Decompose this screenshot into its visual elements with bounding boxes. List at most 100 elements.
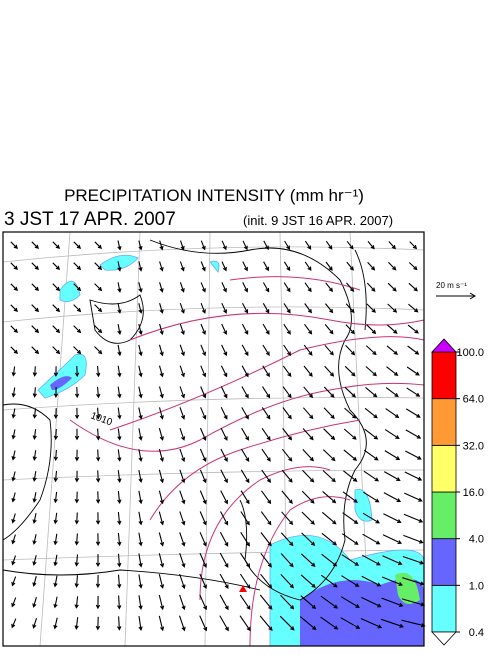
wind-arrow	[300, 574, 316, 588]
wind-arrow	[96, 407, 101, 420]
wind-arrow	[200, 240, 206, 251]
wind-arrow	[303, 344, 313, 356]
wind-arrow	[384, 471, 401, 481]
colorbar-segment	[431, 444, 457, 493]
wind-arrow	[346, 282, 355, 292]
wind-arrow	[74, 407, 80, 420]
wind-arrow	[32, 513, 37, 524]
wind-arrow	[261, 469, 271, 484]
wind-arrow	[200, 282, 206, 293]
wind-arrow	[117, 491, 122, 505]
wind-arrow	[280, 594, 295, 610]
wind-arrow	[94, 262, 103, 271]
wind-arrow	[340, 596, 360, 608]
wind-arrow	[73, 346, 82, 355]
title: PRECIPITATION INTENSITY (mm hr⁻¹)	[64, 186, 364, 205]
wind-arrow	[408, 282, 418, 292]
wind-arrow	[11, 555, 17, 566]
wind-arrow	[179, 469, 186, 484]
wind-arrow	[117, 365, 122, 378]
wind-arrow	[11, 387, 16, 398]
wind-arrow	[407, 345, 420, 355]
wind-arrow	[32, 492, 37, 503]
wind-arrow	[117, 407, 122, 420]
wind-arrow	[320, 595, 339, 609]
wind-arrow	[408, 303, 419, 313]
wind-arrow	[345, 345, 356, 356]
wind-arrow	[53, 596, 58, 609]
wind-arrow	[11, 366, 16, 377]
wind-arrow	[53, 554, 58, 567]
wind-arrow	[241, 365, 249, 378]
wind-arrow	[32, 450, 37, 461]
wind-arrow	[405, 408, 421, 418]
wind-arrow	[240, 490, 250, 505]
wind-arrow	[385, 408, 400, 419]
wind-arrow	[199, 427, 207, 441]
wind-arrow	[138, 344, 143, 357]
wind-arrow	[11, 471, 16, 482]
wind-arrow	[346, 240, 354, 250]
wind-arrow	[405, 429, 422, 439]
wind-arrow	[74, 428, 80, 441]
wind-arrow	[11, 450, 16, 461]
wind-arrow	[159, 240, 164, 251]
wind-arrow	[381, 597, 404, 607]
wind-arrow	[364, 428, 379, 440]
wind-arrow	[259, 594, 273, 610]
wind-arrow	[73, 304, 82, 313]
wind-arrow	[280, 532, 294, 547]
wind-arrow	[407, 324, 419, 334]
wind-arrow	[32, 576, 37, 587]
colorbar-segment	[431, 538, 457, 586]
wind-arrow	[325, 240, 333, 250]
wind-arrow	[342, 491, 358, 503]
wind-arrow	[95, 616, 101, 631]
wind-arrow	[322, 490, 337, 504]
wind-arrow	[53, 408, 59, 420]
wind-arrow	[263, 240, 269, 251]
wind-arrow	[405, 450, 422, 460]
wind-arrow	[346, 261, 354, 271]
wind-arrow	[179, 240, 185, 251]
wind-arrow	[241, 386, 249, 399]
wind-arrow	[11, 534, 16, 545]
wind-arrow	[321, 553, 338, 567]
wind-arrow	[323, 386, 335, 398]
colorbar-label: 1.0	[469, 580, 484, 592]
wind-arrow	[199, 594, 208, 611]
wind-arrow	[323, 407, 335, 420]
wind-arrow	[282, 386, 292, 399]
wind-arrow	[74, 533, 79, 546]
wind-arrow	[53, 387, 59, 399]
wind-arrow	[200, 365, 207, 378]
wind-arrow	[31, 346, 40, 355]
wind-arrow	[344, 365, 356, 377]
wind-arrow	[281, 511, 294, 526]
wind-arrow	[179, 386, 186, 399]
wind-arrow	[388, 241, 396, 250]
wind-arrow	[10, 283, 19, 292]
wind-arrow	[406, 387, 421, 397]
wind-arrow	[221, 261, 227, 272]
wind-vectors	[10, 240, 426, 632]
wind-arrow	[11, 429, 16, 440]
wind-arrow	[179, 553, 186, 568]
wind-arrow	[31, 241, 40, 250]
wind-arrow	[261, 427, 271, 441]
wind-arrow	[341, 533, 359, 545]
wind-arrow	[52, 262, 60, 270]
wind-arrow	[138, 365, 143, 378]
wind-arrow	[282, 407, 292, 420]
wind-arrow	[221, 302, 227, 314]
wind-arrow	[284, 240, 290, 250]
wind-arrow	[96, 449, 101, 462]
wind-arrow	[74, 365, 80, 378]
wind-arrow	[382, 534, 403, 545]
wind-arrow	[117, 532, 122, 547]
wind-arrow	[73, 241, 82, 250]
wind-arrow	[262, 344, 270, 356]
wind-arrow	[300, 553, 316, 567]
wind-arrow	[179, 532, 186, 547]
wind-arrow	[283, 261, 291, 272]
